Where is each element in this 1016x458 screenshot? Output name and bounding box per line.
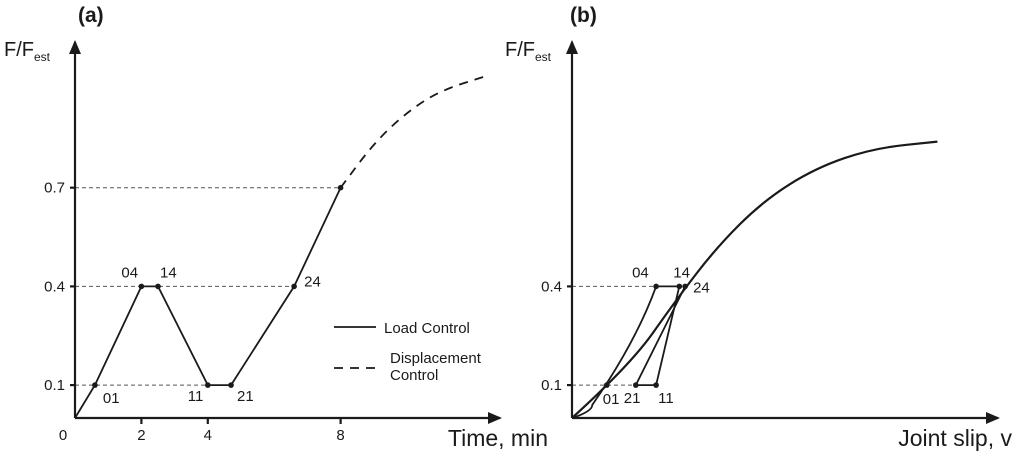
point-label: 14 xyxy=(673,264,690,281)
series-line-load-control xyxy=(74,187,342,419)
point-label: 21 xyxy=(624,390,641,407)
y-axis-label-main-a: F/F xyxy=(4,39,34,61)
series-line-displacement-control xyxy=(339,74,487,189)
data-point xyxy=(138,283,145,290)
series-line-loading xyxy=(571,286,657,419)
point-label: 24 xyxy=(304,273,321,290)
point-label: 21 xyxy=(237,388,254,405)
data-point xyxy=(92,382,98,388)
x-tick-label: 2 xyxy=(137,427,145,444)
point-label: 01 xyxy=(103,390,120,407)
legend-label-load-control: Load Control xyxy=(384,320,470,337)
data-point xyxy=(653,382,659,388)
data-point xyxy=(228,382,234,388)
y-tick-label: 0.1 xyxy=(44,377,65,394)
point-label: 01 xyxy=(603,391,620,408)
y-axis-label-main-b: F/F xyxy=(505,39,535,61)
legend: Load Control Displacement Control xyxy=(334,320,482,384)
y-axis-label-sub-b: est xyxy=(535,50,552,64)
y-tick-label: 0.1 xyxy=(541,377,562,394)
origin-label: 0 xyxy=(59,427,67,444)
data-point xyxy=(155,283,161,290)
data-point xyxy=(604,382,610,388)
point-label: 11 xyxy=(188,388,204,405)
panel-label-b: (b) xyxy=(570,4,597,27)
legend-label-line: Displacement xyxy=(390,350,482,367)
y-axis-label-sub-a: est xyxy=(34,50,51,64)
data-point xyxy=(676,283,683,290)
panel-label-a: (a) xyxy=(78,4,104,27)
legend-label-displacement-control: Displacement Control xyxy=(390,350,482,384)
data-point xyxy=(291,283,297,290)
point-label: 04 xyxy=(121,264,138,281)
y-axis-label-a: F/Fest xyxy=(4,39,51,64)
y-tick-label: 0.7 xyxy=(44,180,65,197)
point-label: 24 xyxy=(693,279,710,296)
series-line-envelope xyxy=(571,140,938,419)
y-axis-label-b: F/Fest xyxy=(505,39,552,64)
x-tick-label: 8 xyxy=(336,427,344,444)
data-point xyxy=(682,283,688,290)
point-label: 04 xyxy=(632,264,649,281)
point-label: 14 xyxy=(160,264,177,281)
legend-label-line: Control xyxy=(390,367,438,384)
x-axis-label-b: Joint slip, v xyxy=(898,425,1012,451)
data-point xyxy=(653,283,659,290)
x-axis-label-a: Time, min xyxy=(448,425,548,451)
series-line-reloading xyxy=(634,285,686,386)
data-point xyxy=(633,382,639,388)
y-tick-label: 0.4 xyxy=(44,278,65,295)
y-tick-label: 0.4 xyxy=(541,278,562,295)
panel-b: (b) F/Fest 0.1 0.4 Joint slip, v 01 04 14 11 21 24 xyxy=(505,4,1012,451)
data-point xyxy=(205,382,211,388)
point-label: 11 xyxy=(658,390,674,407)
x-tick-label: 4 xyxy=(204,427,212,444)
